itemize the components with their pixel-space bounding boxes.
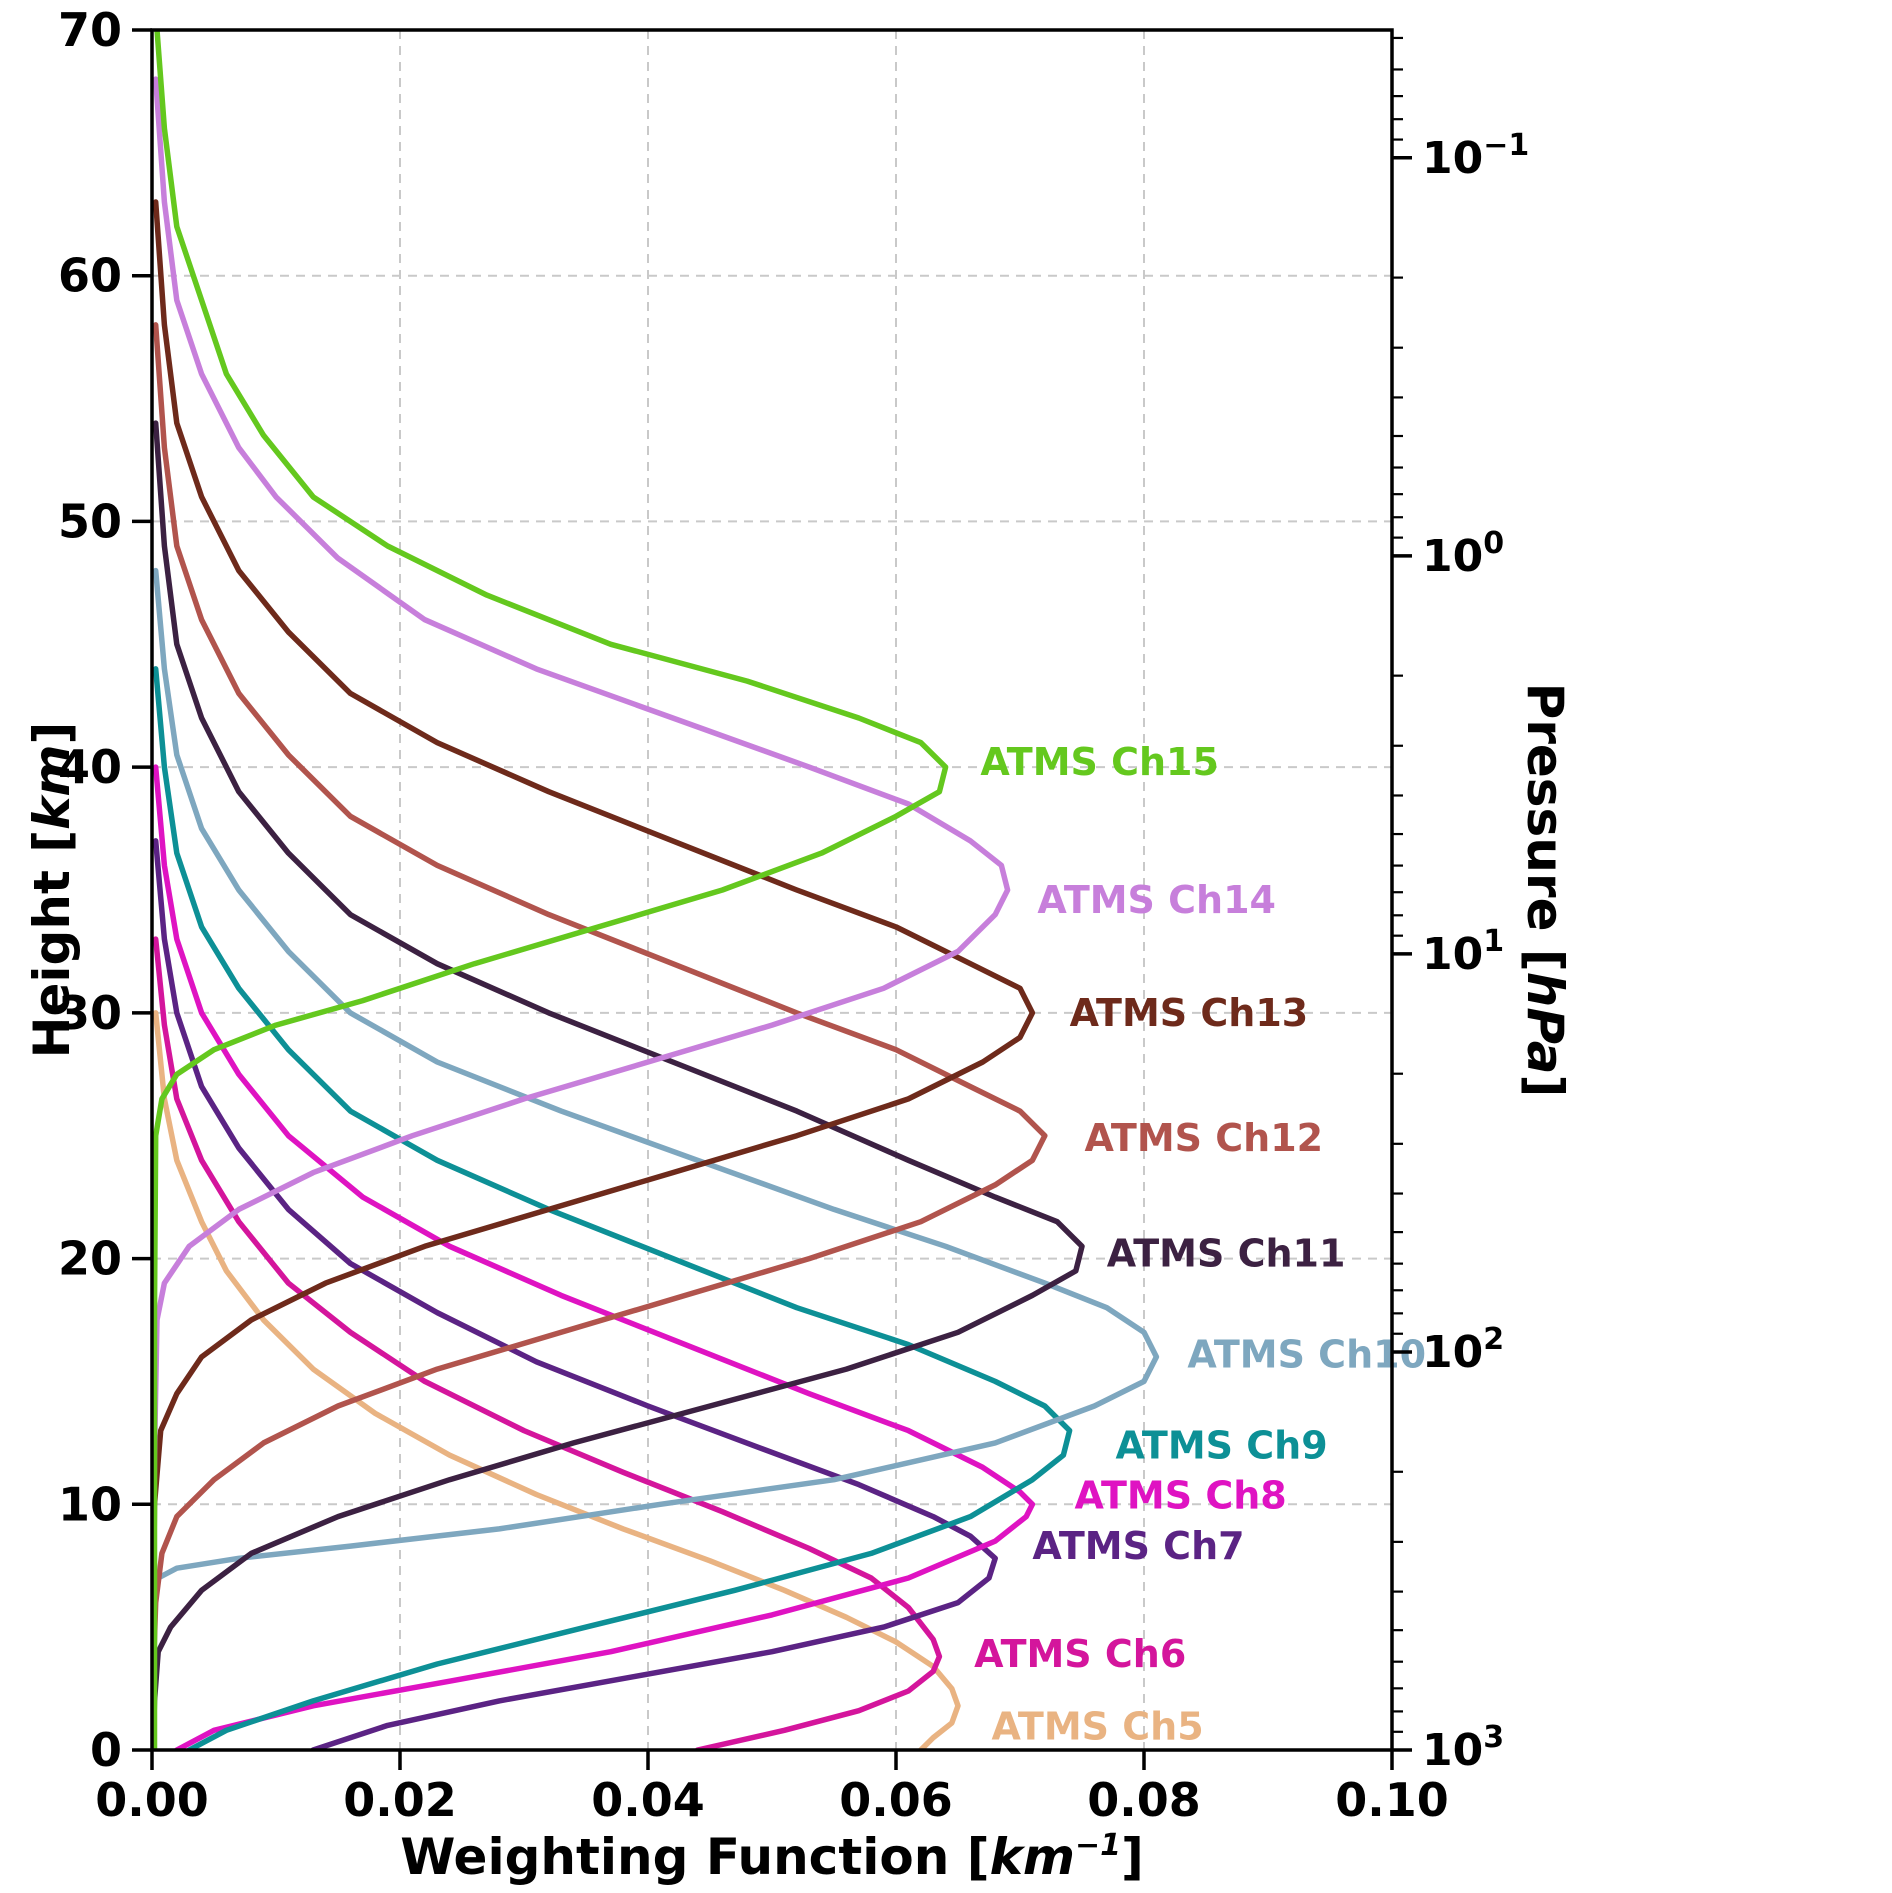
y-axis-right: 103 102 101 100 10−1 <box>1392 36 1529 1776</box>
pressure-tick-label: 103 <box>1422 1720 1504 1776</box>
y-axis-right-title-unit: hPa <box>1516 971 1574 1075</box>
y-axis-left-title-prefix: Height [ <box>23 829 81 1059</box>
curves <box>152 30 1160 1750</box>
channel-label-atms-ch7: ATMS Ch7 <box>1032 1524 1244 1568</box>
channel-label-atms-ch6: ATMS Ch6 <box>974 1632 1186 1676</box>
channel-label-atms-ch5: ATMS Ch5 <box>991 1705 1203 1749</box>
channel-label-atms-ch9: ATMS Ch9 <box>1115 1423 1327 1467</box>
y-axis-right-title-prefix: Pressure [ <box>1516 682 1574 972</box>
y-tick-label: 20 <box>58 1232 122 1286</box>
curve-atms-ch8 <box>152 764 1036 1750</box>
y-tick-label: 0 <box>90 1723 122 1777</box>
channel-label-atms-ch15: ATMS Ch15 <box>980 740 1219 784</box>
x-tick-label: 0.06 <box>839 1773 953 1827</box>
x-axis-title-exponent: −1 <box>1074 1828 1121 1864</box>
y-axis-right-title: Pressure [hPa] <box>1516 683 1574 1098</box>
y-axis-left-title-suffix: ] <box>23 721 81 745</box>
curve-atms-ch13 <box>152 199 1036 1750</box>
y-tick-label: 40 <box>58 740 122 794</box>
channel-labels: ATMS Ch5 ATMS Ch6 ATMS Ch7 ATMS Ch8 ATMS Ch9… <box>974 740 1426 1748</box>
curve-atms-ch5 <box>152 1010 961 1750</box>
channel-label-atms-ch12: ATMS Ch12 <box>1084 1116 1323 1160</box>
y-axis-left: 0 10 20 30 40 50 60 70 <box>58 3 152 1777</box>
y-tick-label: 50 <box>58 494 122 548</box>
curve-atms-ch6 <box>152 936 943 1750</box>
y-axis-left-title-unit: km <box>23 744 81 830</box>
x-tick-label: 0.02 <box>343 1773 457 1827</box>
y-axis-left-title: Height [km] <box>23 722 81 1059</box>
channel-label-atms-ch14: ATMS Ch14 <box>1037 878 1276 922</box>
channel-label-atms-ch10: ATMS Ch10 <box>1187 1332 1426 1376</box>
x-tick-label: 0.10 <box>1335 1773 1449 1827</box>
x-tick-label: 0.00 <box>95 1773 209 1827</box>
pressure-tick-label: 100 <box>1422 526 1504 582</box>
y-tick-label: 60 <box>58 249 122 303</box>
y-tick-label: 10 <box>58 1477 122 1531</box>
curve-atms-ch7 <box>152 838 998 1750</box>
x-tick-label: 0.08 <box>1087 1773 1201 1827</box>
channel-label-atms-ch8: ATMS Ch8 <box>1075 1474 1287 1518</box>
x-axis-title-unit: km <box>989 1828 1075 1886</box>
y-tick-label: 30 <box>58 986 122 1040</box>
curve-atms-ch12 <box>152 322 1048 1750</box>
x-tick-label: 0.04 <box>591 1773 705 1827</box>
y-axis-right-title-suffix: ] <box>1516 1074 1574 1098</box>
curve-atms-ch9 <box>152 666 1073 1750</box>
channel-label-atms-ch11: ATMS Ch11 <box>1107 1232 1346 1276</box>
y-tick-label: 70 <box>58 3 122 57</box>
x-axis-title: Weighting Function [km−1] <box>400 1828 1144 1886</box>
curve-atms-ch15 <box>152 30 949 1750</box>
curve-atms-ch11 <box>152 420 1085 1750</box>
x-axis-title-prefix: Weighting Function [ <box>400 1828 990 1886</box>
x-axis-title-suffix: ] <box>1120 1828 1144 1886</box>
plot-border <box>150 28 1394 1752</box>
channel-label-atms-ch13: ATMS Ch13 <box>1070 991 1309 1035</box>
x-axis: 0.00 0.02 0.04 0.06 0.08 0.10 <box>95 1750 1449 1827</box>
curve-atms-ch14 <box>152 76 1011 1750</box>
pressure-tick-label: 102 <box>1422 1322 1504 1378</box>
curve-atms-ch10 <box>152 567 1160 1750</box>
pressure-tick-label: 101 <box>1422 924 1504 980</box>
pressure-tick-label: 10−1 <box>1422 128 1529 184</box>
